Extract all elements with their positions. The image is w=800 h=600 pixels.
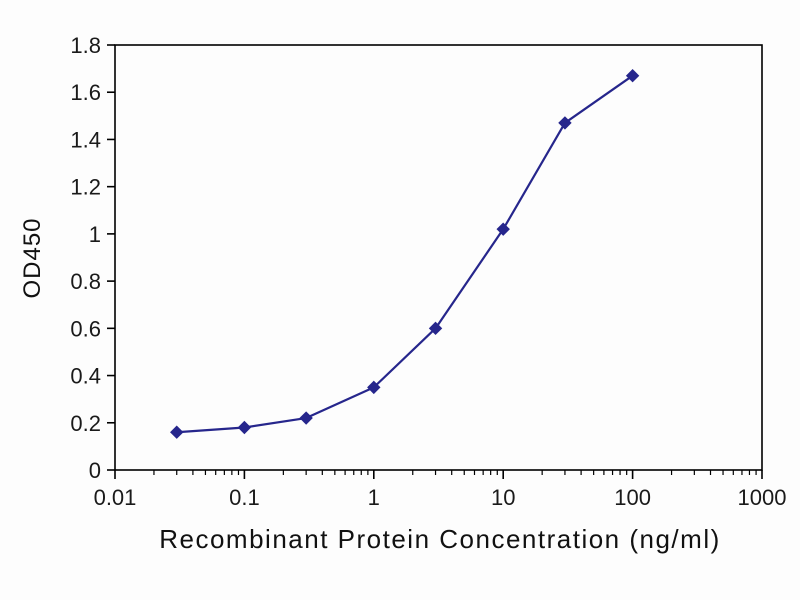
axes-frame: [114, 44, 763, 471]
x-tick-label: 1000: [738, 485, 787, 510]
data-point-marker: [625, 68, 640, 83]
y-tick-label: 1.2: [70, 175, 101, 200]
data-point-marker: [170, 425, 184, 439]
y-tick-label: 0.4: [70, 364, 101, 389]
data-point-marker: [496, 222, 510, 236]
x-tick-label: 10: [491, 485, 515, 510]
x-tick-label: 1: [368, 485, 380, 510]
y-tick-label: 1.8: [70, 33, 101, 58]
y-axis-title: OD450: [19, 217, 46, 298]
y-tick-label: 1.6: [70, 80, 101, 105]
y-tick-label: 0.6: [70, 316, 101, 341]
data-point-marker: [428, 321, 443, 336]
series-line: [176, 74, 634, 434]
y-tick-label: 0.8: [70, 269, 101, 294]
y-tick-label: 0.2: [70, 411, 101, 436]
x-tick-label: 0.1: [229, 485, 260, 510]
data-point-marker: [367, 380, 381, 395]
data-point-marker: [299, 411, 313, 425]
plot-area: 0 0.2 0.4 0.6 0.8 1 1.2 1.4 1.6 1.8 0.01 0.1 1 10 100 1…: [70, 33, 786, 510]
y-tick-label: 1: [89, 222, 101, 247]
x-axis-title: Recombinant Protein Concentration (ng/ml…: [159, 524, 721, 554]
x-tick-label: 0.01: [94, 485, 137, 510]
x-tick-label: 100: [614, 485, 651, 510]
data-point-marker: [558, 116, 572, 130]
y-tick-label: 1.4: [70, 127, 101, 152]
y-tick-label: 0: [89, 458, 101, 483]
data-point-marker: [237, 420, 252, 435]
